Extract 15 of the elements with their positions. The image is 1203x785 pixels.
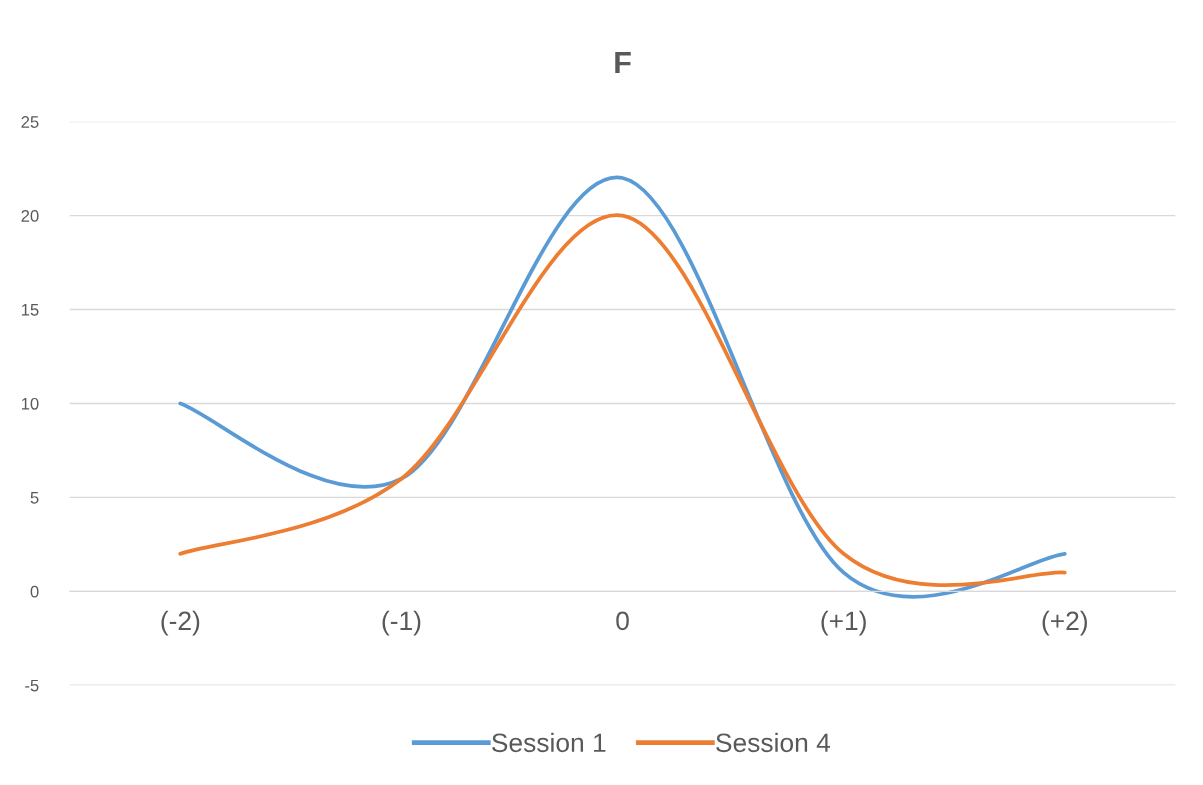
legend-label: Session 4 — [716, 732, 831, 753]
x-tick-label: (-2) — [161, 610, 200, 636]
x-tick-label: 0 — [616, 611, 629, 631]
x-tick-label: (+2) — [1042, 610, 1087, 636]
legend-label: Session 1 — [492, 732, 606, 753]
chart-title: F — [615, 52, 631, 74]
y-tick-label: 10 — [21, 397, 39, 410]
y-tick-label: 20 — [21, 210, 39, 222]
y-tick-label: 15 — [21, 304, 39, 316]
y-tick-label: 0 — [30, 585, 39, 598]
x-tick-label: (-1) — [382, 610, 421, 636]
x-tick-label: (+1) — [821, 610, 866, 636]
y-tick-label: -5 — [25, 679, 39, 692]
y-tick-label: 5 — [30, 492, 39, 504]
y-tick-label: 25 — [21, 116, 39, 128]
